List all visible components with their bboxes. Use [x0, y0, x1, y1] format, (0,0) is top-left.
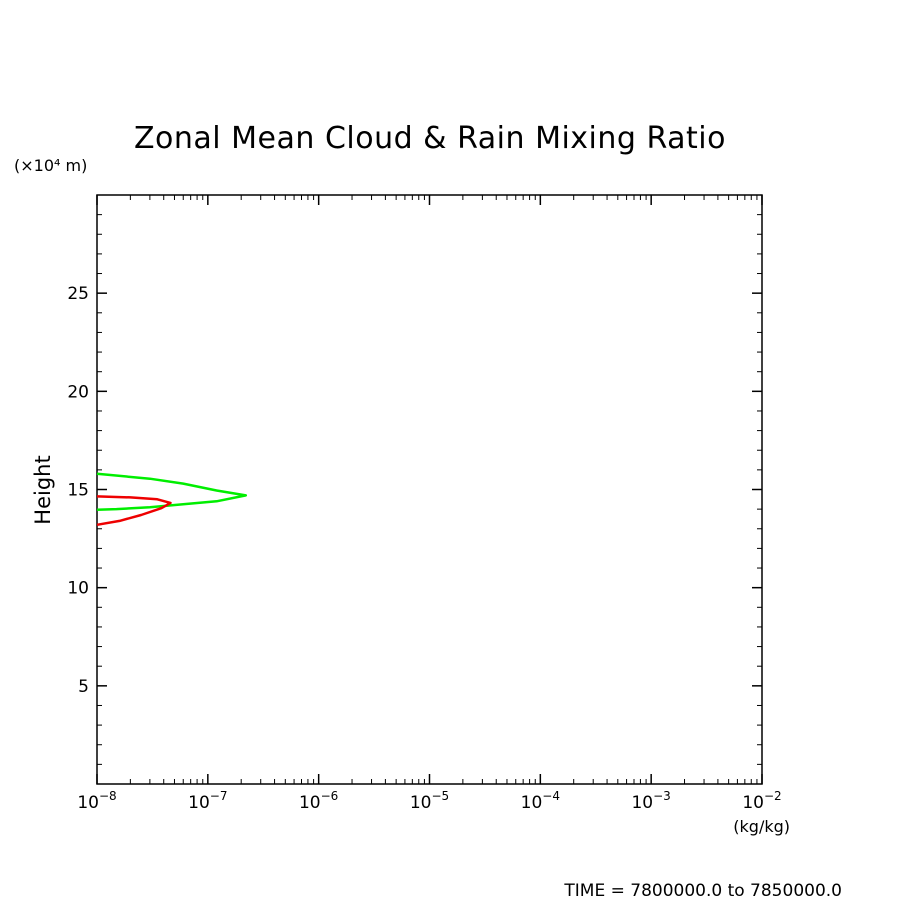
x-tick-label: 10−8: [77, 789, 116, 813]
time-range-label: TIME = 7800000.0 to 7850000.0: [563, 881, 842, 901]
x-axis: 10−8 10−7 10−6 10−5 10−4 10−3 10−2: [77, 195, 782, 813]
series-group: [96, 472, 248, 527]
y-tick-label: 20: [67, 382, 89, 402]
plot-frame: [96, 194, 763, 785]
y-tick-label: 25: [67, 284, 89, 304]
series-line-2: [96, 495, 172, 527]
minor-ticks: [97, 195, 762, 784]
x-tick-label: 10−2: [742, 789, 781, 813]
chart-title: Zonal Mean Cloud & Rain Mixing Ratio: [134, 121, 726, 156]
x-tick-label: 10−4: [521, 789, 560, 813]
x-tick-label: 10−7: [188, 789, 227, 813]
y-unit-label: (×10⁴ m): [14, 156, 87, 175]
x-tick-label: 10−5: [410, 789, 449, 813]
y-tick-label: 5: [78, 677, 89, 697]
plot-area: 10−8 10−7 10−6 10−5 10−4 10−3 10−2 5 10 15 20 25: [67, 194, 782, 813]
x-tick-label: 10−3: [631, 789, 670, 813]
series-line-1: [96, 472, 248, 511]
y-axis-label: Height: [31, 455, 55, 524]
y-axis: 5 10 15 20 25: [67, 284, 762, 697]
x-unit-label: (kg/kg): [733, 817, 790, 836]
y-tick-label: 10: [67, 579, 89, 599]
y-tick-label: 15: [67, 481, 89, 501]
x-tick-label: 10−6: [299, 789, 338, 813]
